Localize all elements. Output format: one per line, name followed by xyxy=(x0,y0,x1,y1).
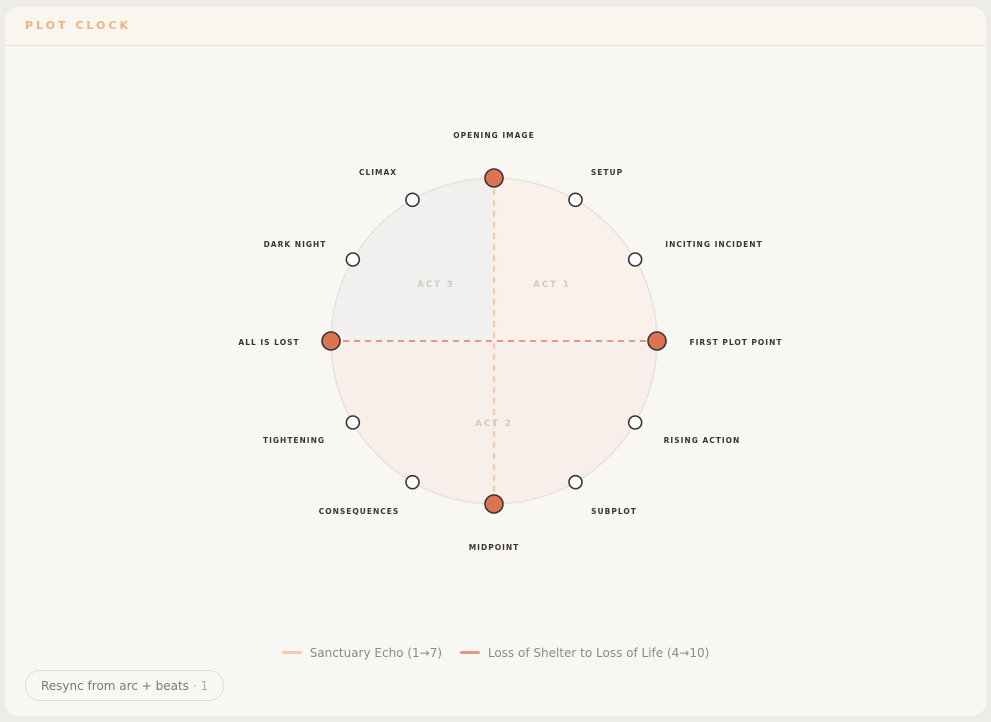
beat-dot-rising-action[interactable] xyxy=(627,415,643,430)
legend-label: Loss of Shelter to Loss of Life (4→10) xyxy=(487,645,710,660)
beat-label-subplot: SUBPLOT xyxy=(591,507,637,516)
beat-label-opening-image: OPENING IMAGE xyxy=(453,131,534,140)
legend-item-sanctuary-echo: Sanctuary Echo (1→7) xyxy=(281,645,443,660)
beat-labels: OPENING IMAGE SETUP INCITING INCIDENT FIRST… xyxy=(238,131,783,552)
beat-label-first-plot-point: FIRST PLOT POINT xyxy=(690,338,783,347)
beat-dot-first-plot-point[interactable] xyxy=(647,331,667,351)
resync-button[interactable]: Resync from arc + beats · 1 xyxy=(25,670,225,701)
beat-label-rising-action: RISING ACTION xyxy=(664,436,741,445)
legend-swatch xyxy=(459,651,480,654)
resync-count: · 1 xyxy=(192,678,209,693)
resync-label: Resync from arc + beats xyxy=(41,678,189,693)
beat-dot-opening-image[interactable] xyxy=(484,168,504,188)
beat-dot-setup[interactable] xyxy=(568,192,583,208)
beat-dot-all-is-lost[interactable] xyxy=(321,331,341,351)
beat-dot-midpoint[interactable] xyxy=(484,494,504,514)
beat-label-climax: CLIMAX xyxy=(359,168,397,177)
beat-label-all-is-lost: ALL IS LOST xyxy=(238,338,299,347)
thread-legend: Sanctuary Echo (1→7) Loss of Shelter to … xyxy=(5,643,986,660)
beat-dots xyxy=(321,168,667,514)
panel-title: PLOT CLOCK xyxy=(25,19,132,32)
beat-dot-climax[interactable] xyxy=(405,192,420,208)
plot-clock-panel: PLOT CLOCK ACT 1 ACT 2 ACT 3 OPENING IMAGE… xyxy=(5,7,986,716)
act-label: ACT 1 xyxy=(533,280,571,290)
plot-clock-diagram: ACT 1 ACT 2 ACT 3 OPENING IMAGE SETUP INCITI… xyxy=(238,131,783,552)
beat-dot-tightening[interactable] xyxy=(345,415,361,430)
beat-label-setup: SETUP xyxy=(591,168,623,177)
beat-dot-dark-night[interactable] xyxy=(345,252,361,267)
panel-header: PLOT CLOCK xyxy=(5,7,986,46)
legend-label: Sanctuary Echo (1→7) xyxy=(309,645,443,660)
beat-label-tightening: TIGHTENING xyxy=(263,436,325,445)
beat-label-consequences: CONSEQUENCES xyxy=(319,507,400,516)
act-label: ACT 2 xyxy=(475,419,513,429)
beat-dot-inciting-incident[interactable] xyxy=(627,252,643,267)
beat-dot-subplot[interactable] xyxy=(568,474,583,490)
beat-label-inciting-incident: INCITING INCIDENT xyxy=(665,240,762,249)
legend-swatch xyxy=(281,651,302,654)
beat-label-dark-night: DARK NIGHT xyxy=(264,240,327,249)
legend-item-loss-of-shelter: Loss of Shelter to Loss of Life (4→10) xyxy=(459,645,710,660)
beat-label-midpoint: MIDPOINT xyxy=(469,543,520,552)
act-label: ACT 3 xyxy=(417,280,455,290)
act-3-region xyxy=(331,178,494,341)
act-1-region xyxy=(494,178,657,341)
beat-dot-consequences[interactable] xyxy=(405,474,420,490)
act-labels: ACT 1 ACT 2 ACT 3 xyxy=(417,280,571,429)
